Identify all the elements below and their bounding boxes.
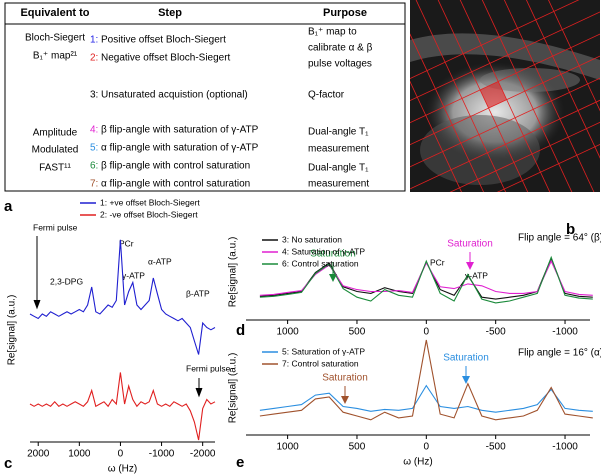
legend-label: 6: Control saturation	[282, 258, 359, 268]
annotation: α-ATP	[148, 256, 172, 266]
annotations-e	[341, 366, 470, 404]
panel-label: e	[236, 454, 244, 471]
step-number: 7:	[90, 179, 98, 190]
spectrum-line	[259, 255, 593, 304]
x-tick-label: 1000	[276, 327, 299, 338]
spectrum-line	[259, 384, 593, 413]
purpose-text: B₁⁺ map to	[308, 27, 357, 38]
panel-label: b	[566, 221, 575, 238]
step-number: 4:	[90, 125, 98, 136]
annotation: Flip angle = 64° (β)	[518, 233, 601, 244]
annotation: PCr	[119, 238, 134, 248]
purpose-text: calibrate α & β	[308, 43, 373, 54]
x-axis-label: ω (Hz)	[108, 464, 137, 474]
purpose-text: measurement	[308, 179, 369, 190]
equivalent-text: FAST¹¹	[39, 163, 71, 174]
annotation: Fermi pulse	[186, 363, 231, 373]
step-number: 6:	[90, 161, 98, 172]
x-tick-label: -2000	[190, 449, 216, 460]
annotation: γ-ATP	[465, 270, 488, 280]
annotations-d	[329, 252, 474, 282]
table-frame	[4, 2, 406, 192]
annotation: Saturation	[310, 249, 356, 260]
purpose-text: pulse voltages	[308, 59, 372, 70]
legend-label: 2: -ve offset Bloch-Siegert	[100, 209, 198, 219]
equivalent-text: Amplitude	[33, 128, 78, 139]
legend-label: 7: Control saturation	[282, 358, 359, 368]
annotation: PCr	[430, 257, 445, 267]
x-tick-label: -500	[486, 442, 506, 453]
step-number: 1:	[90, 35, 98, 46]
annotation: Saturation	[322, 373, 368, 384]
x-tick-label: -500	[486, 327, 506, 338]
x-tick-label: -1000	[552, 327, 578, 338]
step-text: α flip-angle with control saturation	[101, 179, 250, 190]
purpose-text: Q-factor	[308, 90, 345, 101]
y-axis-label: Re[signal] (a.u.)	[228, 353, 239, 424]
x-tick-label: 1000	[276, 442, 299, 453]
step-number: 2:	[90, 53, 98, 64]
step-text: β flip-angle with saturation of γ-ATP	[101, 125, 259, 136]
equivalent-text: Bloch-Siegert	[25, 33, 85, 44]
spectrum-line	[29, 372, 216, 441]
annotation: γ-ATP	[122, 270, 145, 280]
x-tick-label: 500	[349, 327, 366, 338]
spectrum-line	[29, 239, 216, 355]
annotation: Saturation	[447, 239, 493, 250]
x-tick-label: 1000	[68, 449, 91, 460]
step-text: Unsaturated acquistion (optional)	[101, 90, 248, 101]
equivalent-text: Modulated	[32, 145, 79, 156]
panel-label: c	[4, 455, 12, 472]
step-text: α flip-angle with saturation of γ-ATP	[101, 143, 259, 154]
panel-label: d	[236, 322, 245, 339]
step-number: 3:	[90, 90, 98, 101]
step-text: Negative offset Bloch-Siegert	[101, 53, 231, 64]
annotation: Saturation	[443, 353, 489, 364]
legend-label: 4: Saturation of γ-ATP	[282, 246, 365, 256]
x-axis-label: ω (Hz)	[403, 457, 432, 468]
table-header: Step	[158, 7, 182, 19]
legend-label: 5: Saturation of γ-ATP	[282, 346, 365, 356]
x-tick-label: 0	[424, 327, 430, 338]
purpose-text: measurement	[308, 144, 369, 155]
annotation: 2,3-DPG	[50, 276, 83, 286]
annotation: Fermi pulse	[33, 222, 78, 232]
purpose-text: Dual-angle T₁	[308, 127, 369, 138]
step-number: 5:	[90, 143, 98, 154]
x-tick-label: 2000	[27, 449, 50, 460]
x-tick-label: -1000	[552, 442, 578, 453]
x-tick-label: 0	[424, 442, 430, 453]
panel-label: a	[4, 198, 13, 215]
y-axis-label: Re[signal] (a.u.)	[228, 237, 239, 308]
table-header: Equivalent to	[20, 7, 89, 19]
equivalent-text: B₁⁺ map²¹	[33, 51, 78, 62]
annotation: β-ATP	[186, 288, 210, 298]
x-tick-label: -1000	[149, 449, 175, 460]
legend-label: 1: +ve offset Bloch-Siegert	[100, 197, 200, 207]
annotations-c	[33, 236, 203, 398]
purpose-text: Dual-angle T₁	[308, 163, 369, 174]
x-tick-label: 0	[118, 449, 124, 460]
x-tick-label: 500	[349, 442, 366, 453]
y-axis-label: Re[signal] (a.u.)	[7, 295, 18, 366]
spectrum-line	[259, 339, 593, 421]
step-text: β flip-angle with control saturation	[101, 161, 250, 172]
table-body: Bloch-Siegert B₁⁺ map²¹ Amplitude Modulated…	[25, 27, 373, 190]
table-header: Purpose	[323, 7, 367, 19]
step-text: Positive offset Bloch-Siegert	[101, 35, 226, 46]
annotation: Flip angle = 16° (α)	[518, 348, 601, 359]
legend-label: 3: No saturation	[282, 234, 342, 244]
mri-image	[410, 0, 600, 192]
spectrum-line	[259, 259, 593, 296]
